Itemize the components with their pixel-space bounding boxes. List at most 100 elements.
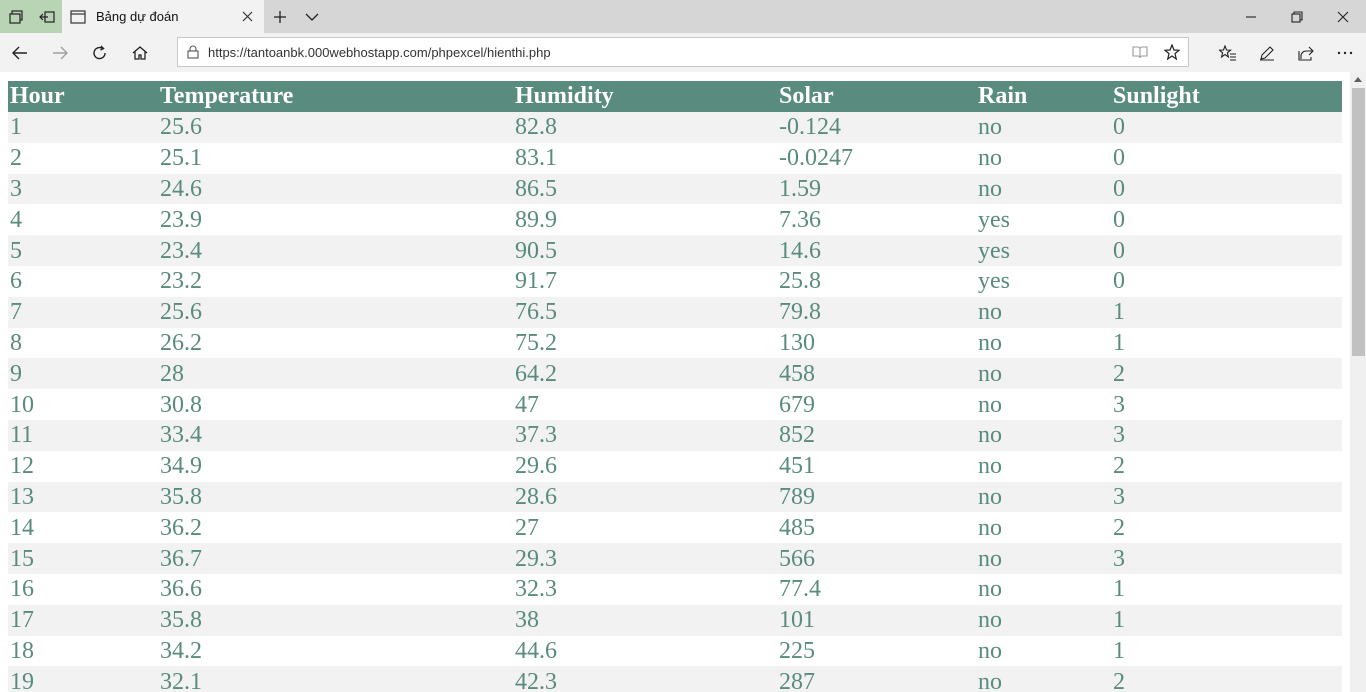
cell-temperature: 30.8 (160, 391, 202, 418)
cell-hour: 9 (8, 358, 158, 390)
tab-actions-button[interactable] (0, 0, 31, 33)
browser-tab[interactable]: Bảng dự đoán (62, 0, 264, 33)
vertical-scrollbar[interactable] (1350, 72, 1366, 692)
cell-temperature: 33.4 (158, 419, 513, 451)
table-row: 7 25.6 76.5 79.8 no 1 (8, 296, 1342, 328)
refresh-button[interactable] (80, 33, 120, 72)
settings-more-button[interactable] (1325, 33, 1364, 72)
close-window-button[interactable] (1320, 0, 1366, 33)
cell-humidity: 37.3 (513, 419, 777, 451)
cell-hour: 19 (8, 666, 158, 692)
cell-solar: 679 (779, 391, 815, 418)
cell-temperature: 28 (158, 358, 513, 390)
tab-title: Bảng dự đoán (96, 9, 179, 24)
cell-sunlight: 3 (1113, 391, 1125, 418)
cell-hour: 16 (10, 576, 34, 603)
cell-rain: yes (978, 206, 1010, 233)
cell-humidity: 90.5 (513, 235, 777, 266)
minimize-icon (1246, 15, 1256, 18)
cell-rain: no (978, 637, 1002, 664)
cell-hour: 8 (10, 329, 22, 356)
table-row: 13 35.8 28.6 789 no 3 (8, 481, 1342, 513)
cell-rain: no (976, 666, 1111, 692)
close-tab-button[interactable] (238, 8, 256, 26)
tab-list-button[interactable] (296, 0, 328, 33)
cell-sunlight: 3 (1111, 543, 1342, 574)
cell-sunlight: 2 (1113, 514, 1125, 541)
reading-view-button[interactable] (1124, 45, 1156, 59)
cell-solar: 7.36 (779, 206, 821, 233)
cell-humidity: 91.7 (515, 268, 557, 295)
header-humidity: Humidity (513, 81, 777, 112)
cell-rain: yes (978, 268, 1010, 295)
cell-temperature: 25.1 (160, 145, 202, 172)
tab-strip-drag-area[interactable] (328, 0, 1228, 33)
cell-rain: no (976, 173, 1111, 205)
cell-rain: no (978, 453, 1002, 480)
forward-button[interactable] (40, 33, 80, 72)
address-bar[interactable]: https://tantoanbk.000webhostapp.com/phpe… (177, 37, 1189, 67)
url-text[interactable]: https://tantoanbk.000webhostapp.com/phpe… (208, 44, 551, 60)
cell-hour: 17 (8, 604, 158, 636)
cell-rain: no (976, 419, 1111, 451)
cell-temperature: 35.8 (158, 604, 513, 636)
cell-hour: 11 (8, 419, 158, 451)
cell-temperature: 36.6 (160, 576, 202, 603)
cell-temperature: 36.7 (158, 543, 513, 574)
favorites-list-icon (1218, 44, 1236, 61)
forecast-table: Hour Temperature Humidity Solar Rain Sun… (8, 81, 1342, 692)
cell-sunlight: 0 (1113, 206, 1125, 233)
cell-hour: 1 (8, 112, 158, 143)
cell-rain: no (978, 576, 1002, 603)
scrollbar-thumb[interactable] (1352, 88, 1365, 356)
header-sunlight: Sunlight (1111, 81, 1342, 112)
table-row: 14 36.2 27 485 no 2 (8, 512, 1342, 543)
cell-temperature: 23.2 (160, 268, 202, 295)
lock-icon[interactable] (178, 45, 208, 59)
cell-solar: 451 (779, 453, 815, 480)
table-row: 12 34.9 29.6 451 no 2 (8, 451, 1342, 482)
cell-temperature: 34.9 (160, 453, 202, 480)
add-favorite-button[interactable] (1156, 44, 1188, 60)
table-row: 3 24.6 86.5 1.59 no 0 (8, 173, 1342, 205)
cell-solar: 79.8 (777, 296, 976, 328)
page-icon (70, 9, 86, 24)
cell-humidity: 83.1 (515, 145, 557, 172)
back-button[interactable] (0, 33, 40, 72)
new-tab-button[interactable] (264, 0, 296, 33)
share-button[interactable] (1286, 33, 1325, 72)
cell-solar: 852 (777, 419, 976, 451)
home-button[interactable] (120, 33, 160, 72)
table-header-row: Hour Temperature Humidity Solar Rain Sun… (8, 81, 1342, 112)
set-tabs-aside-button[interactable] (31, 0, 62, 33)
cell-temperature: 23.9 (160, 206, 202, 233)
minimize-button[interactable] (1228, 0, 1274, 33)
restore-icon (1291, 10, 1303, 23)
cell-temperature: 32.1 (158, 666, 513, 692)
arrow-left-icon (12, 46, 27, 59)
cell-rain: no (976, 481, 1111, 513)
restore-button[interactable] (1274, 0, 1320, 33)
cell-solar: 566 (777, 543, 976, 574)
cell-hour: 2 (10, 145, 22, 172)
cell-rain: no (978, 145, 1002, 172)
cell-humidity: 76.5 (513, 296, 777, 328)
table-row: 11 33.4 37.3 852 no 3 (8, 419, 1342, 451)
cell-humidity: 86.5 (513, 173, 777, 205)
header-rain: Rain (976, 81, 1111, 112)
cell-humidity: 32.3 (515, 576, 557, 603)
cell-humidity: 82.8 (513, 112, 777, 143)
chevron-up-icon (1354, 76, 1362, 82)
header-hour: Hour (8, 81, 158, 112)
cell-humidity: 75.2 (515, 329, 557, 356)
star-icon (1164, 44, 1180, 60)
scroll-up-button[interactable] (1350, 72, 1366, 86)
cell-sunlight: 1 (1111, 604, 1342, 636)
favorites-hub-button[interactable] (1208, 33, 1247, 72)
table-row: 5 23.4 90.5 14.6 yes 0 (8, 235, 1342, 266)
cell-hour: 6 (10, 268, 22, 295)
cell-humidity: 29.6 (515, 453, 557, 480)
web-note-button[interactable] (1247, 33, 1286, 72)
cell-temperature: 24.6 (158, 173, 513, 205)
cell-solar: 14.6 (777, 235, 976, 266)
